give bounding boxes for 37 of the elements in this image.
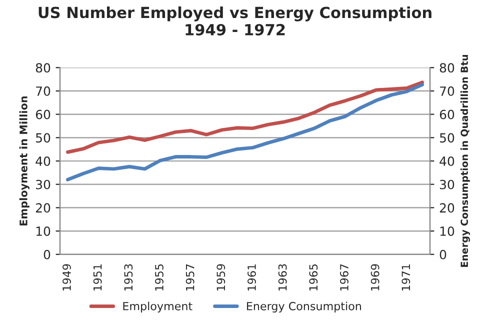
- y2-tick-label: 40: [440, 156, 454, 166]
- x-tick-label: 1957: [186, 264, 194, 290]
- y2-tick-label: 0: [440, 250, 446, 260]
- y2-tick-label: 10: [440, 226, 454, 236]
- x-tick-label: 1963: [278, 264, 287, 290]
- y-tick-label: 70: [36, 86, 50, 96]
- line-series: [66, 82, 424, 182]
- y2-tick-label: 60: [440, 110, 454, 120]
- y-tick-label: 30: [36, 180, 50, 190]
- legend-label: Employment: [123, 302, 192, 312]
- x-tick-label: 1951: [93, 264, 102, 290]
- y-tick-label: 50: [36, 133, 50, 143]
- x-tick-label: 1961: [248, 264, 256, 290]
- y-tick-label: 10: [36, 226, 50, 236]
- chart-title: US Number Employed vs Energy Consumption 1949 - 1972: [38, 6, 432, 36]
- y2-tick-label: 70: [440, 86, 454, 96]
- y2-tick-label: 20: [440, 203, 454, 213]
- y-tick-label: 40: [36, 156, 50, 166]
- x-tick-label: 1969: [370, 264, 380, 290]
- y2-tick-label: 50: [440, 133, 454, 143]
- y2-axis-title: Energy Consumption in Quadrillion Btu: [460, 55, 470, 267]
- y2-tick-label: 30: [440, 180, 454, 190]
- x-tick-label: 1965: [309, 264, 318, 290]
- x-tick-label: 1967: [340, 264, 348, 290]
- y2-tick-label: 80: [440, 63, 454, 73]
- legend-label: Energy Consumption: [247, 302, 361, 312]
- y-axis-title: Employment in Million: [19, 96, 30, 226]
- x-tick-label: 1953: [124, 264, 133, 290]
- x-tick-label: 1949: [62, 264, 71, 290]
- y-tick-label: 0: [44, 250, 50, 260]
- y-tick-label: 80: [36, 63, 50, 73]
- x-tick-label: 1955: [155, 264, 164, 290]
- x-tick-label: 1971: [402, 264, 410, 290]
- y-tick-label: 60: [36, 110, 50, 120]
- line-series: [66, 80, 424, 154]
- y-tick-label: 20: [36, 203, 50, 213]
- x-tick-label: 1959: [216, 264, 226, 290]
